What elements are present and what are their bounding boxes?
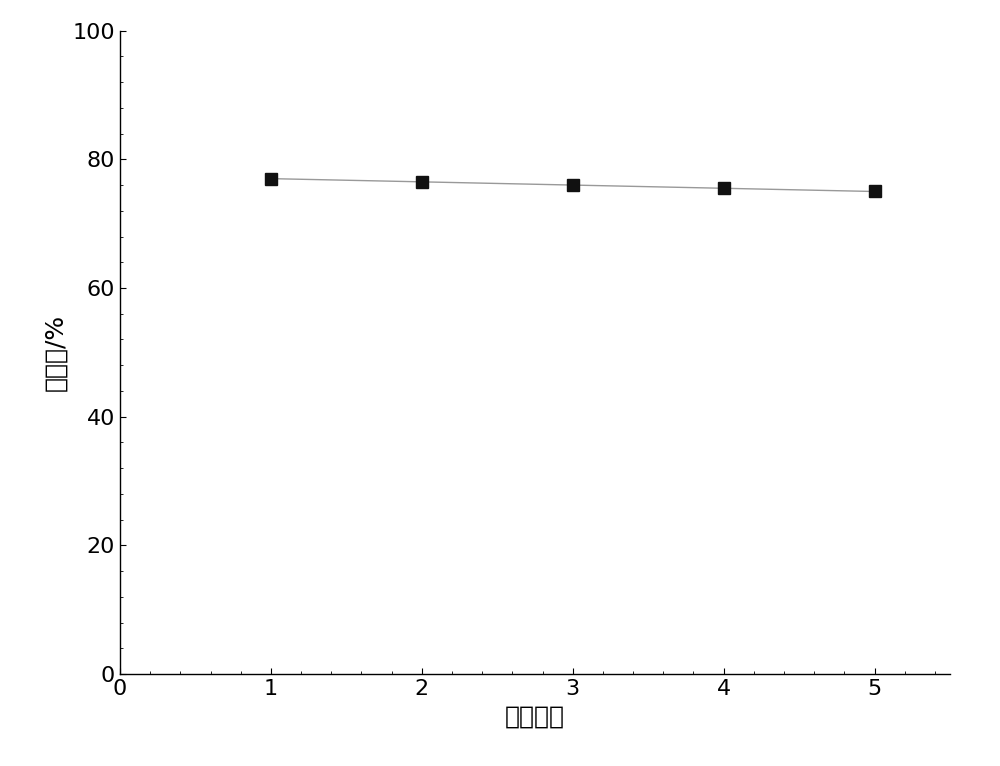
Y-axis label: 降解率/%: 降解率/% [43,314,67,391]
X-axis label: 循环次数: 循环次数 [505,705,565,728]
